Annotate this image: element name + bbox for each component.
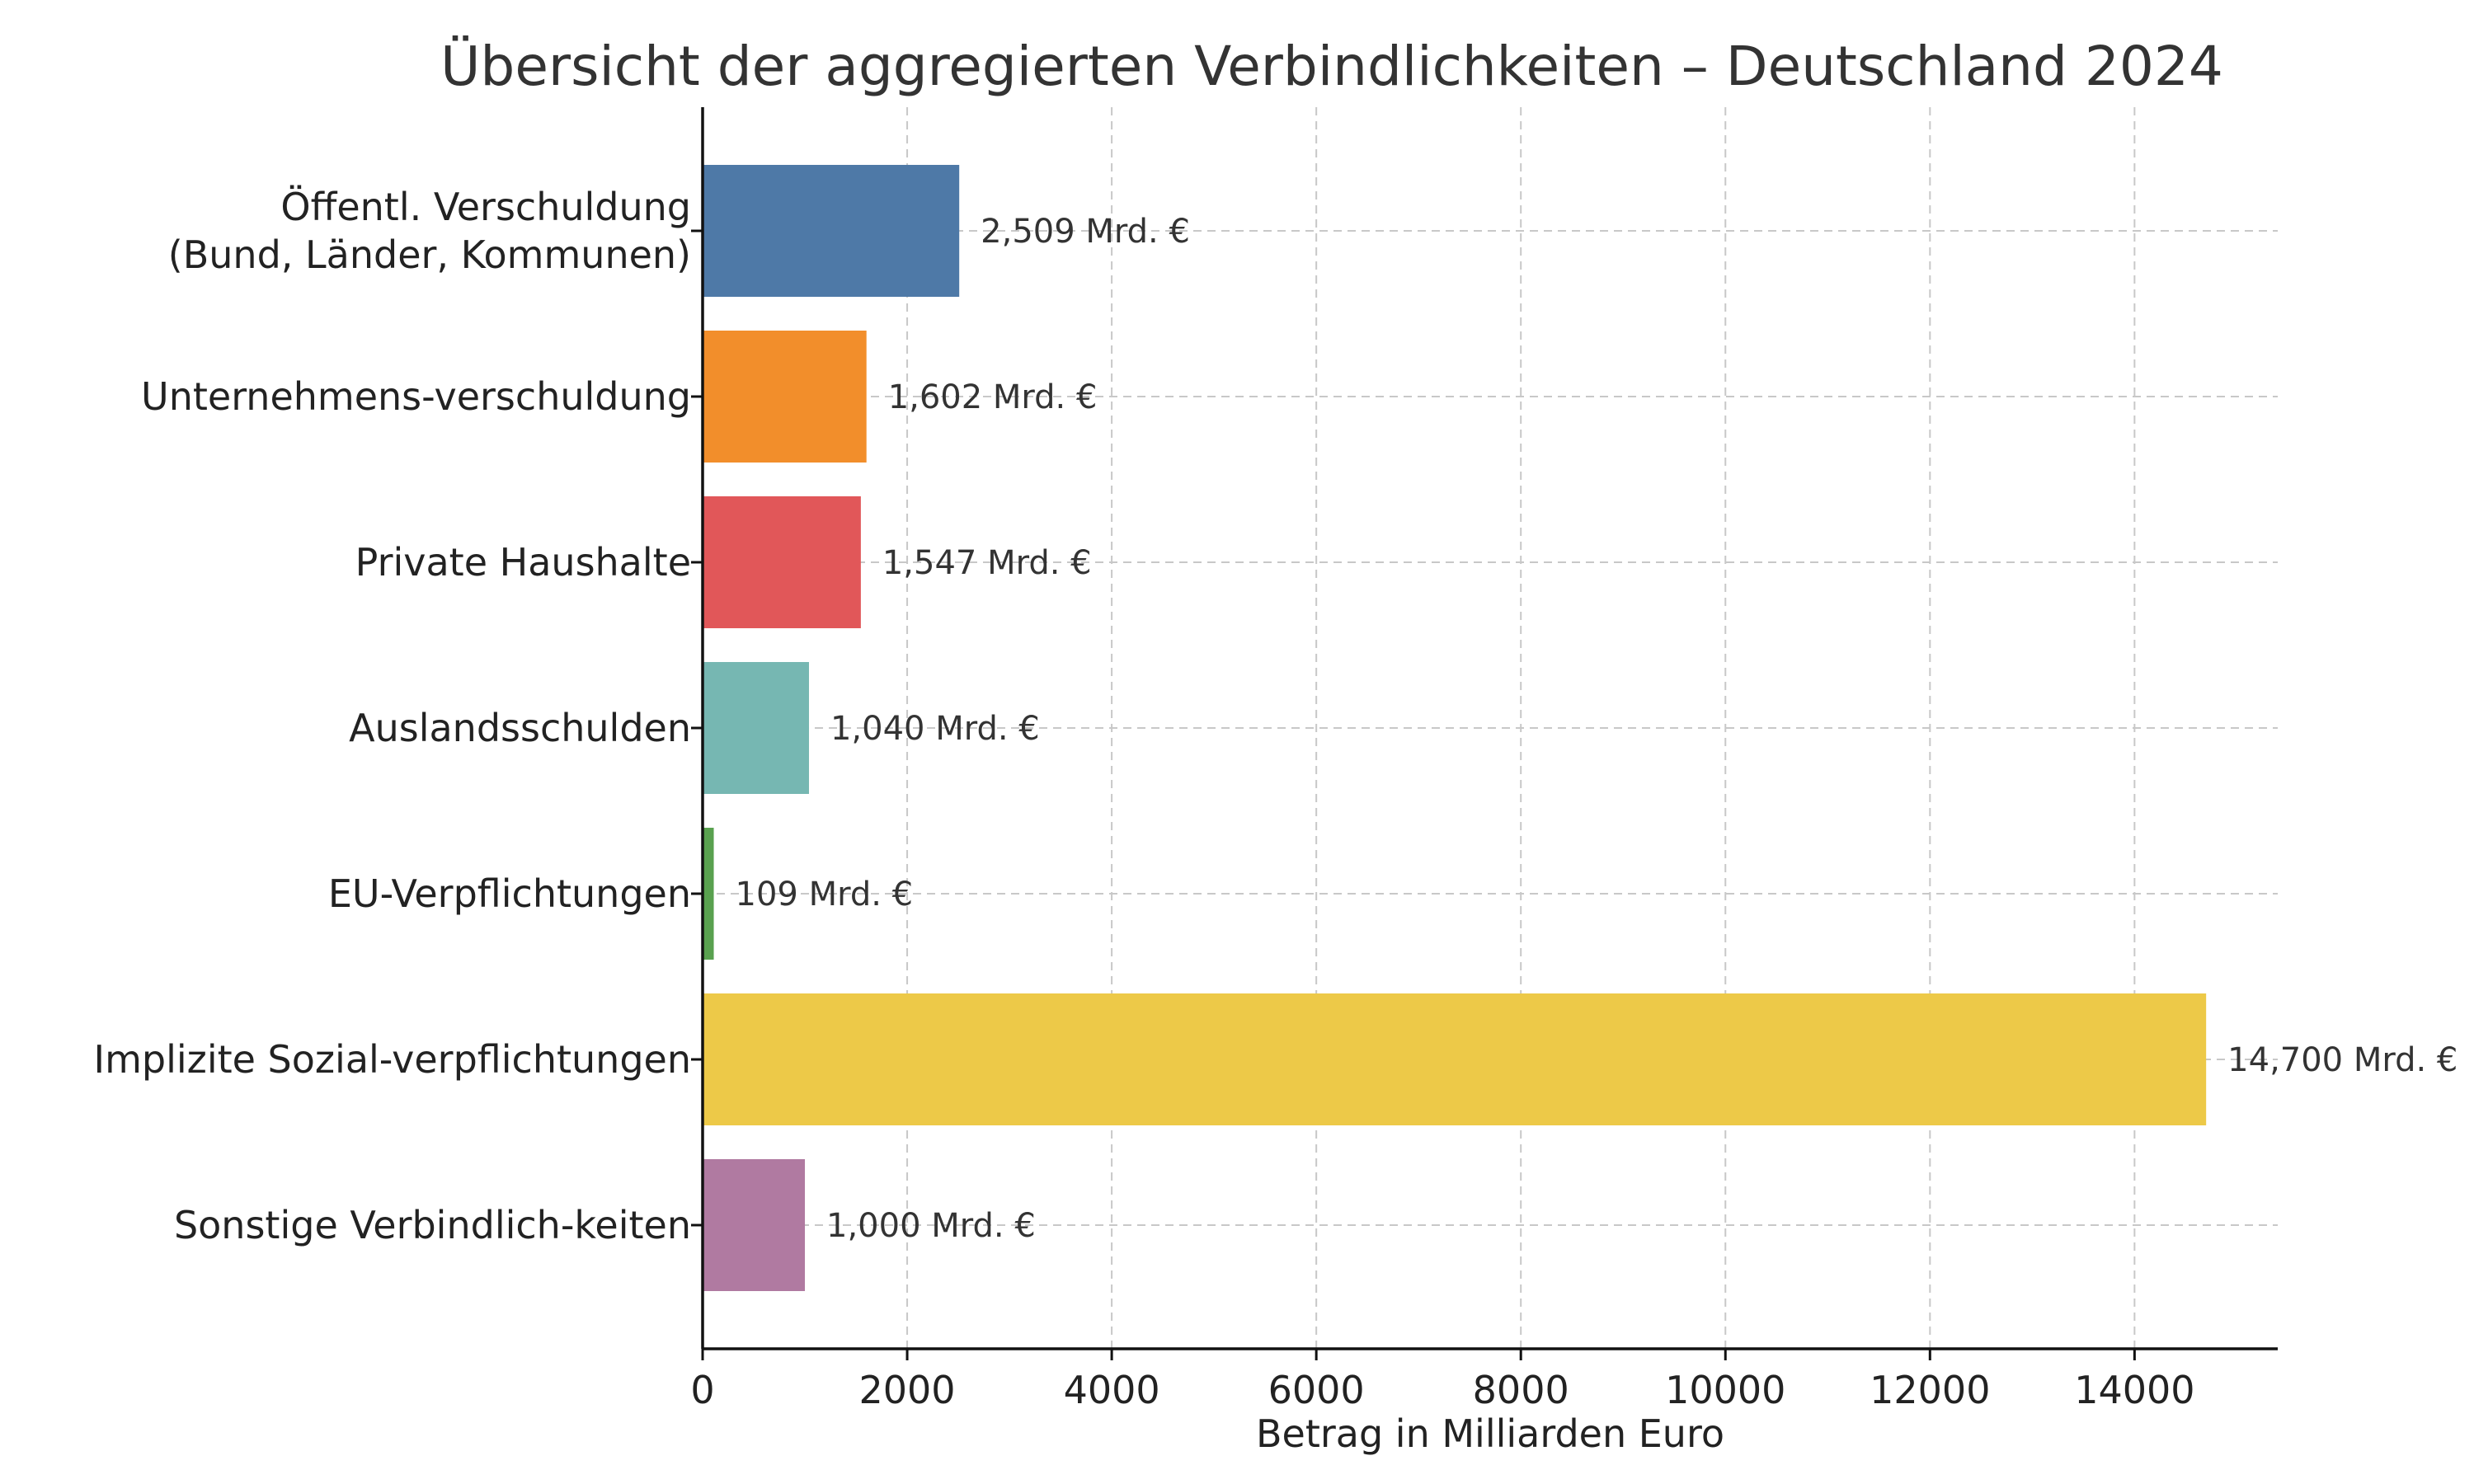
x-tick-label: 10000 <box>1665 1368 1785 1412</box>
x-tick-label: 2000 <box>859 1368 956 1412</box>
data-label: 1,000 Mrd. € <box>826 1207 1036 1245</box>
category-labels: Öffentl. Verschuldung(Bund, Länder, Komm… <box>94 185 691 1247</box>
data-label: 1,602 Mrd. € <box>888 378 1098 416</box>
data-label: 2,509 Mrd. € <box>981 213 1190 251</box>
bar <box>703 496 861 628</box>
x-tick-label: 0 <box>690 1368 714 1412</box>
data-label: 1,547 Mrd. € <box>882 544 1092 582</box>
bar <box>703 828 714 960</box>
data-label: 109 Mrd. € <box>736 876 914 913</box>
category-label: Öffentl. Verschuldung <box>280 185 691 229</box>
category-label: Auslandsschulden <box>349 706 691 750</box>
bar <box>703 331 867 463</box>
x-tick-label: 14000 <box>2074 1368 2194 1412</box>
bar <box>703 662 809 794</box>
data-label: 14,700 Mrd. € <box>2227 1041 2458 1079</box>
category-label: Private Haushalte <box>355 540 691 585</box>
category-label: Implizite Sozial-verpflichtungen <box>94 1037 691 1082</box>
x-tick-label: 8000 <box>1473 1368 1569 1412</box>
bar <box>703 165 960 297</box>
x-axis-title: Betrag in Milliarden Euro <box>1256 1411 1724 1456</box>
x-tick-label: 12000 <box>1870 1368 1990 1412</box>
category-label: (Bund, Länder, Kommunen) <box>168 232 691 277</box>
bars <box>703 165 2207 1291</box>
x-tick-label: 6000 <box>1268 1368 1365 1412</box>
data-labels: 2,509 Mrd. € 1,602 Mrd. € 1,547 Mrd. € 1,04… <box>736 213 2458 1245</box>
data-label: 1,040 Mrd. € <box>830 710 1040 748</box>
x-tick-label: 4000 <box>1064 1368 1160 1412</box>
chart-title: Übersicht der aggregierten Verbindlichke… <box>440 35 2223 98</box>
category-label: Unternehmens-verschuldung <box>141 374 691 419</box>
bar <box>703 993 2207 1125</box>
bar <box>703 1159 806 1291</box>
x-axis-ticks: 0 2000 4000 6000 8000 10000 12000 14000 <box>690 229 2195 1412</box>
category-label: Sonstige Verbindlich-keiten <box>174 1203 691 1247</box>
category-label: EU-Verpflichtungen <box>328 871 691 916</box>
